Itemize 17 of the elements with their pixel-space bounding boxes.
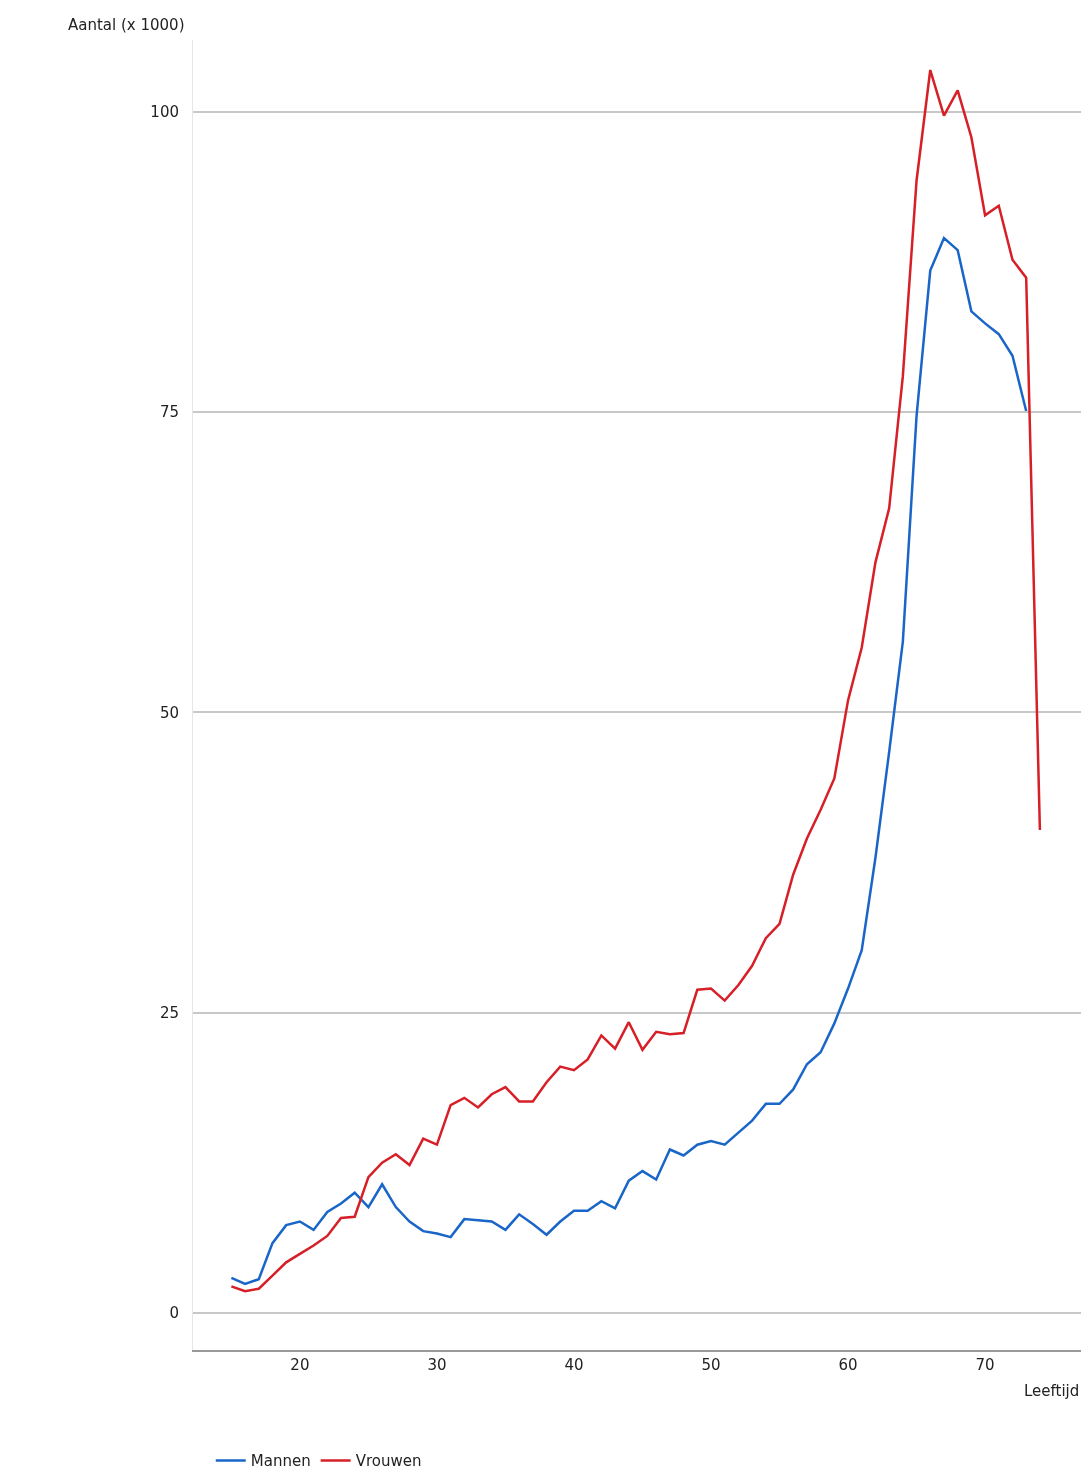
y-tick-label: 100 xyxy=(150,103,179,122)
y-axis-title: Aantal (x 1000) xyxy=(68,16,185,34)
x-tick-label: 40 xyxy=(564,1356,584,1374)
y-tick-label: 75 xyxy=(159,403,179,422)
y-tick-label: 50 xyxy=(159,703,179,722)
line-series xyxy=(230,68,1042,1293)
y-tick-label: 0 xyxy=(169,1304,179,1323)
x-tick-label: 60 xyxy=(838,1356,858,1374)
line-series xyxy=(230,236,1028,1286)
x-tick-label: 70 xyxy=(975,1356,995,1374)
x-axis-title: Leeftijd xyxy=(1024,1382,1080,1400)
legend-label: Vrouwen xyxy=(355,1452,422,1471)
x-tick-label: 20 xyxy=(290,1356,310,1374)
y-tick-label: 25 xyxy=(159,1003,179,1022)
x-tick-label: 50 xyxy=(701,1356,721,1374)
legend-label: Mannen xyxy=(250,1452,311,1471)
x-tick-label: 30 xyxy=(427,1356,447,1374)
